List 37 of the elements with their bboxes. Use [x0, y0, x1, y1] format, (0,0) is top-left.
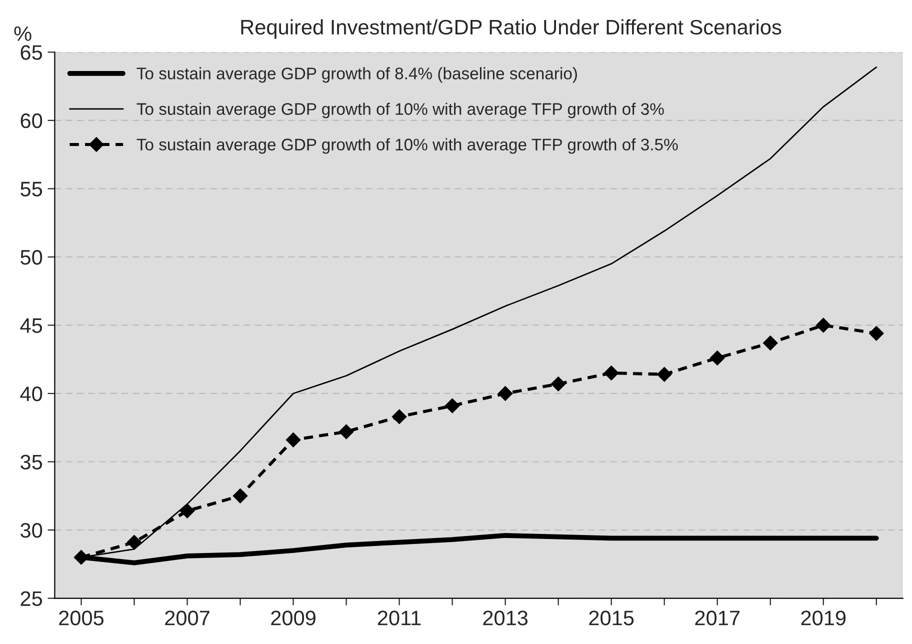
y-tick-label: 25: [20, 591, 42, 606]
point: [868, 326, 884, 341]
point: [126, 534, 142, 550]
y-tick-label: 45: [20, 318, 42, 333]
y-tick-label: 55: [20, 182, 42, 196]
x-tick-label: 2019: [801, 610, 846, 626]
point: [550, 376, 566, 392]
point: [392, 409, 407, 424]
legend-label: To sustain average GDP growth of 8.4% (baseline scenario): [136, 67, 577, 83]
chart-title: Required Investment/GDP Ratio Under Different Scenarios: [241, 19, 782, 39]
y-axis-title: %: [14, 26, 32, 41]
point: [604, 366, 619, 380]
legend-label: To sustain average GDP growth of 10% with average TFP growth of 3.5%: [136, 138, 678, 154]
y-tick-label: 35: [20, 454, 42, 470]
legend-label: To sustain average GDP growth of 10% with average TFP growth of 3%: [136, 102, 664, 118]
x-tick-label: 2009: [271, 610, 316, 626]
y-tick-label: 40: [20, 386, 42, 402]
point: [286, 432, 301, 448]
point: [498, 386, 513, 401]
point: [710, 350, 725, 366]
point: [232, 488, 248, 504]
y-tick-label: 30: [20, 523, 42, 538]
x-tick-label: 2015: [589, 610, 634, 626]
y-tick-label: 65: [20, 45, 42, 60]
x-tick-label: 2007: [165, 610, 210, 626]
y-tick-label: 50: [20, 250, 42, 265]
point: [762, 336, 778, 350]
x-tick-label: 2017: [695, 610, 740, 626]
x-tick-label: 2011: [378, 610, 421, 626]
point: [444, 398, 460, 414]
point: [816, 318, 831, 333]
y-tick-label: 60: [20, 113, 42, 128]
x-tick-label: 2013: [483, 610, 528, 626]
point: [656, 366, 672, 382]
point: [180, 504, 195, 518]
point: [338, 424, 354, 440]
x-tick-label: 2005: [59, 610, 104, 626]
